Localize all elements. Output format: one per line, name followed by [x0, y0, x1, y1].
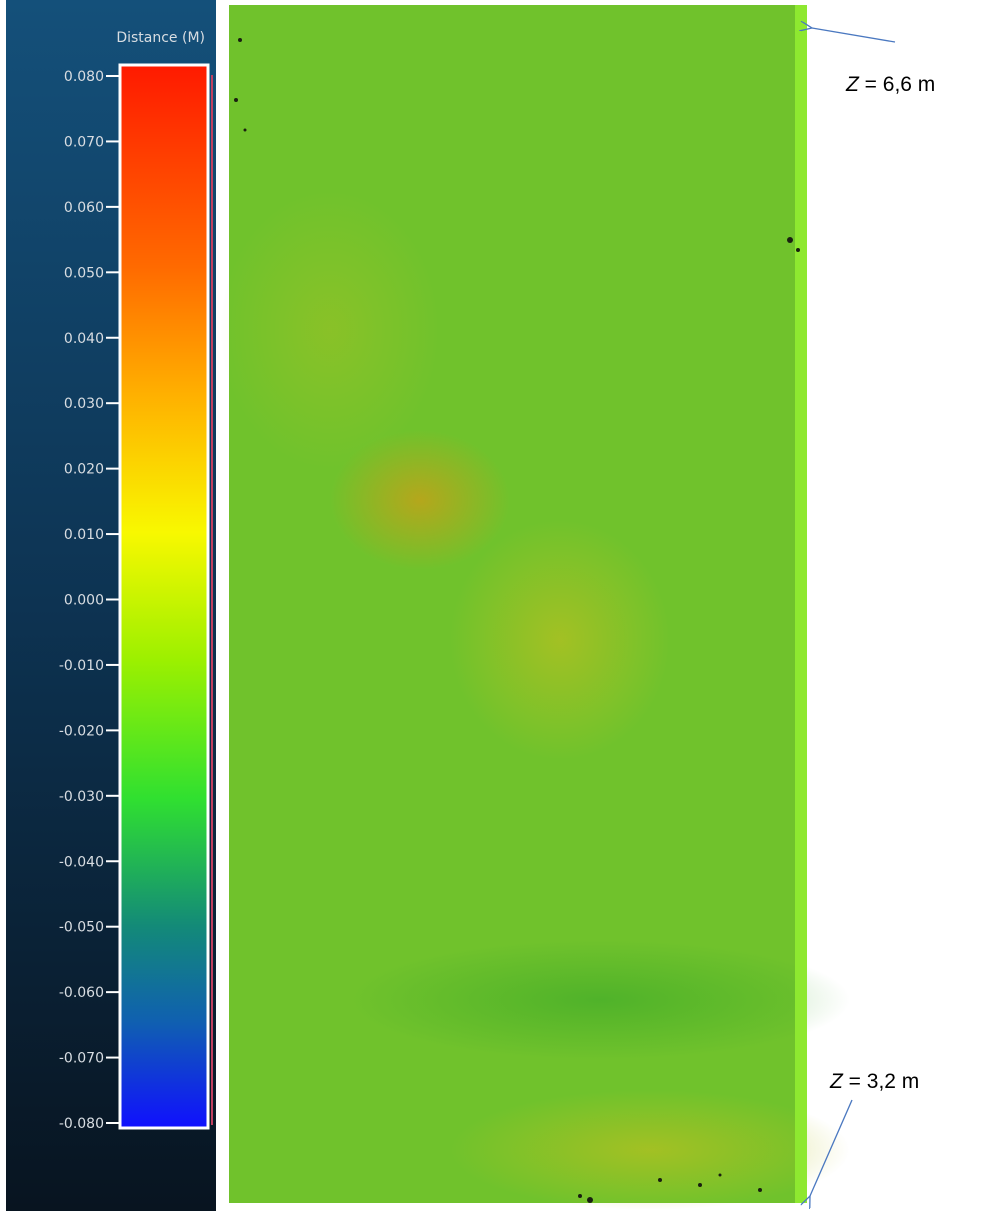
- tick-label: 0.030: [64, 396, 104, 412]
- tick-label: 0.060: [64, 200, 104, 216]
- deviation-area: [450, 1090, 850, 1210]
- scale-ticks: 0.080 0.070 0.060 0.050 0.040 0.030 0.020 0.010…: [59, 69, 119, 1132]
- deviation-area: [220, 190, 440, 470]
- annotation-text: = 6,6 m: [865, 73, 936, 96]
- deviation-area: [330, 430, 510, 570]
- tick-label: -0.010: [59, 658, 104, 674]
- deviation-area: [350, 940, 850, 1060]
- tick-label: 0.000: [64, 593, 104, 609]
- annotation-label: Z = 3,2 m: [829, 1070, 919, 1093]
- tick-label: 0.080: [64, 69, 104, 85]
- annotation-top: Z = 6,6 m: [812, 28, 935, 96]
- noise-points: [234, 38, 800, 1203]
- scale-title: Distance (M): [116, 30, 205, 46]
- point-cloud: [220, 5, 850, 1210]
- cloud-edge: [795, 5, 807, 1203]
- tick-label: 0.010: [64, 527, 104, 543]
- color-scale: [118, 63, 210, 1130]
- annotation-variable: Z: [829, 1070, 844, 1093]
- annotation-text: = 3,2 m: [849, 1070, 920, 1093]
- scale-panel: Distance (M): [6, 0, 216, 1211]
- arrow: [810, 1099, 853, 1196]
- tick-label: 0.020: [64, 462, 104, 478]
- arrow: [812, 28, 896, 43]
- tick-label: 0.070: [64, 134, 104, 150]
- tick-label: -0.080: [59, 1116, 104, 1132]
- tick-label: 0.040: [64, 331, 104, 347]
- annotation-variable: Z: [845, 73, 860, 96]
- tick-label: -0.020: [59, 723, 104, 739]
- tick-label: -0.070: [59, 1051, 104, 1067]
- tick-label: 0.050: [64, 265, 104, 281]
- deviation-area: [450, 520, 670, 760]
- annotation-label: Z = 6,6 m: [845, 73, 935, 96]
- tick-label: -0.060: [59, 985, 104, 1001]
- tick-label: -0.040: [59, 854, 104, 870]
- tick-label: -0.030: [59, 789, 104, 805]
- annotation-bottom: Z = 3,2 m: [810, 1070, 919, 1196]
- tick-label: -0.050: [59, 920, 104, 936]
